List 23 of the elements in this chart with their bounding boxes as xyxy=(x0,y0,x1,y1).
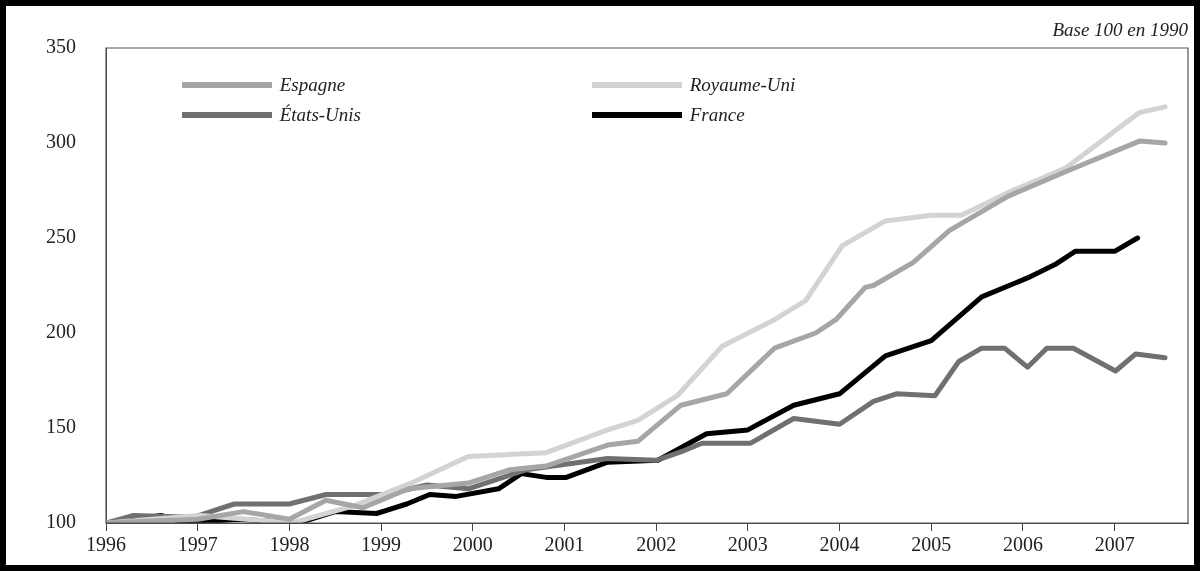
legend-label: Espagne xyxy=(279,74,346,96)
x-tick-label: 1999 xyxy=(361,533,402,556)
x-tick-label: 2002 xyxy=(636,533,677,556)
y-tick-label: 100 xyxy=(46,510,76,533)
legend-label: Royaume-Uni xyxy=(689,74,796,96)
x-tick-label: 2006 xyxy=(1002,533,1043,556)
x-tick-label: 2005 xyxy=(911,533,952,556)
y-tick-label: 350 xyxy=(46,35,76,58)
y-tick-label: 300 xyxy=(46,130,76,153)
y-tick-label: 200 xyxy=(46,320,76,343)
legend-label: États-Unis xyxy=(279,104,362,126)
y-tick-label: 250 xyxy=(46,225,76,248)
x-tick-label: 2003 xyxy=(727,533,768,556)
x-tick-label: 1997 xyxy=(177,533,218,556)
x-tick-label: 2001 xyxy=(544,533,585,556)
x-tick-label: 1996 xyxy=(86,533,126,556)
x-tick-label: 2000 xyxy=(452,533,493,556)
y-tick-label: 150 xyxy=(46,415,76,438)
x-tick-label: 1998 xyxy=(269,533,310,556)
x-tick-label: 2007 xyxy=(1094,533,1135,556)
chart-subtitle: Base 100 en 1990 xyxy=(1052,18,1189,40)
legend-label: France xyxy=(689,104,745,126)
x-tick-label: 2004 xyxy=(819,533,860,556)
